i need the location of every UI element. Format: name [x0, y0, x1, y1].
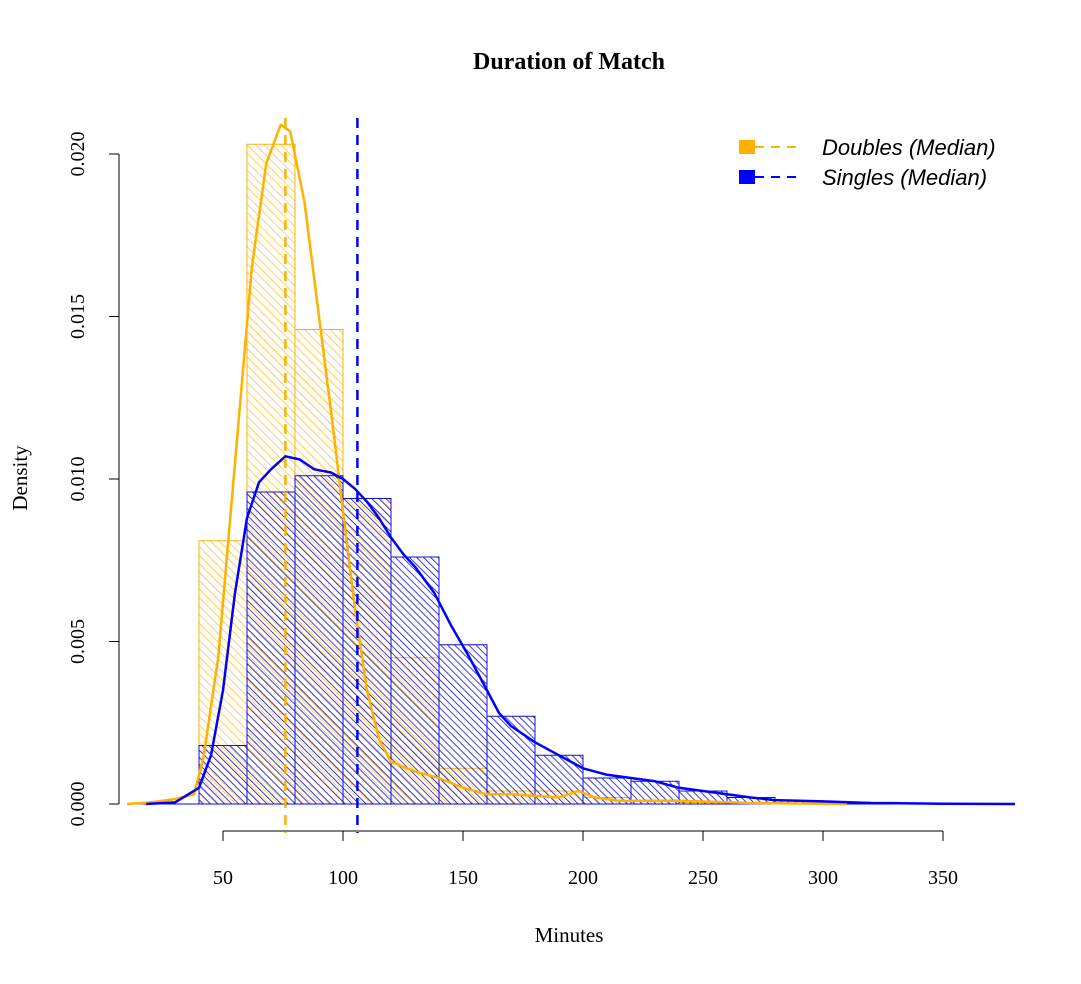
y-tick-label-3: 0.015 — [67, 294, 89, 339]
y-tick-label-4: 0.020 — [67, 132, 89, 177]
singles-bar-160-180 — [487, 716, 535, 804]
legend-label-doubles: Doubles (Median) — [822, 135, 996, 160]
singles-bar-80-100 — [295, 476, 343, 804]
x-tick-label-200: 200 — [568, 867, 598, 889]
singles-bar-60-80 — [247, 492, 295, 804]
x-tick-label-50: 50 — [213, 867, 233, 889]
x-tick-label-350: 350 — [928, 867, 958, 889]
singles-bar-120-140 — [391, 557, 439, 804]
y-tick-label-2: 0.010 — [67, 457, 89, 502]
x-tick-label-300: 300 — [808, 867, 838, 889]
y-tick-label-0: 0.000 — [67, 782, 89, 827]
x-tick-label-100: 100 — [328, 867, 358, 889]
chart-title: Duration of Match — [473, 49, 665, 75]
x-axis-label: Minutes — [535, 923, 604, 947]
legend-swatch-doubles — [739, 140, 755, 154]
y-axis-label: Density — [8, 445, 32, 511]
legend-swatch-singles — [739, 170, 755, 184]
singles-bar-100-120 — [343, 499, 391, 805]
legend-label-singles: Singles (Median) — [822, 165, 987, 190]
y-tick-label-1: 0.005 — [67, 619, 89, 664]
singles-histogram — [127, 476, 1015, 804]
legend: Doubles (Median) Singles (Median) — [739, 135, 996, 190]
y-axis: 0.000 0.005 0.010 0.015 0.020 — [67, 132, 119, 827]
singles-bar-40-60 — [199, 746, 247, 805]
x-axis: 50 100 150 200 250 300 350 — [213, 831, 958, 889]
x-tick-label-250: 250 — [688, 867, 718, 889]
x-tick-label-150: 150 — [448, 867, 478, 889]
